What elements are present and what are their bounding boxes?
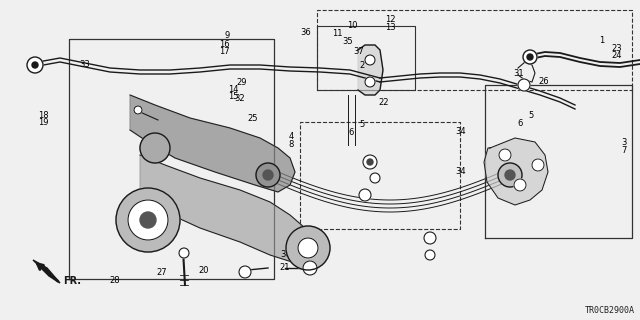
Polygon shape — [33, 260, 60, 283]
Text: 3: 3 — [621, 138, 627, 147]
Circle shape — [505, 170, 515, 180]
Circle shape — [134, 106, 142, 114]
Circle shape — [116, 188, 180, 252]
Text: 20: 20 — [198, 266, 209, 275]
Circle shape — [140, 212, 156, 228]
Circle shape — [518, 79, 530, 91]
Circle shape — [363, 155, 377, 169]
Text: 9: 9 — [225, 31, 230, 40]
Text: 13: 13 — [385, 23, 396, 32]
Text: 33: 33 — [79, 60, 90, 69]
Circle shape — [425, 250, 435, 260]
Circle shape — [367, 159, 373, 165]
Text: 6: 6 — [518, 119, 523, 128]
Text: 37: 37 — [353, 47, 364, 56]
Text: 25: 25 — [248, 114, 258, 123]
Text: 24: 24 — [611, 51, 621, 60]
Text: 31: 31 — [513, 69, 524, 78]
Circle shape — [523, 50, 537, 64]
Text: 17: 17 — [219, 47, 229, 56]
Circle shape — [365, 77, 375, 87]
Text: 15: 15 — [228, 92, 239, 100]
Circle shape — [298, 238, 318, 258]
Text: 36: 36 — [300, 28, 310, 36]
Text: 7: 7 — [621, 146, 627, 155]
Polygon shape — [358, 45, 383, 95]
Circle shape — [498, 163, 522, 187]
Text: 5: 5 — [529, 111, 534, 120]
Circle shape — [128, 200, 168, 240]
Text: TR0CB2900A: TR0CB2900A — [585, 306, 635, 315]
Text: FR.: FR. — [63, 276, 81, 286]
Circle shape — [27, 57, 43, 73]
Text: 1: 1 — [599, 36, 604, 44]
Circle shape — [32, 62, 38, 68]
Circle shape — [527, 54, 533, 60]
Text: 16: 16 — [219, 40, 229, 49]
Polygon shape — [130, 95, 295, 192]
Text: 19: 19 — [38, 118, 49, 127]
Polygon shape — [484, 138, 548, 205]
Text: 10: 10 — [347, 21, 357, 30]
Text: 28: 28 — [110, 276, 120, 285]
Circle shape — [286, 226, 330, 270]
Text: 30: 30 — [280, 250, 291, 259]
Text: 23: 23 — [611, 44, 621, 52]
Text: 34: 34 — [456, 127, 466, 136]
Text: 4: 4 — [289, 132, 294, 140]
Text: 5: 5 — [359, 120, 364, 129]
Circle shape — [359, 189, 371, 201]
Text: 29: 29 — [237, 78, 247, 87]
Text: 27: 27 — [157, 268, 167, 277]
Circle shape — [179, 248, 189, 258]
Circle shape — [370, 173, 380, 183]
Circle shape — [303, 261, 317, 275]
Text: 12: 12 — [385, 15, 396, 24]
Circle shape — [424, 232, 436, 244]
Circle shape — [140, 133, 170, 163]
Text: 35: 35 — [342, 37, 353, 46]
Text: 32: 32 — [235, 94, 245, 103]
Circle shape — [514, 179, 526, 191]
Text: 8: 8 — [289, 140, 294, 148]
Text: 6: 6 — [348, 128, 353, 137]
Text: 34: 34 — [456, 167, 466, 176]
Polygon shape — [140, 155, 310, 262]
Text: 2: 2 — [359, 61, 364, 70]
Text: 22: 22 — [379, 98, 389, 107]
Circle shape — [365, 55, 375, 65]
Circle shape — [263, 170, 273, 180]
Circle shape — [239, 266, 251, 278]
Text: 14: 14 — [228, 85, 239, 94]
Text: 18: 18 — [38, 111, 49, 120]
Text: 11: 11 — [332, 29, 342, 38]
Text: 21: 21 — [280, 263, 290, 272]
Circle shape — [256, 163, 280, 187]
Circle shape — [532, 159, 544, 171]
Circle shape — [499, 149, 511, 161]
Text: 26: 26 — [539, 77, 549, 86]
